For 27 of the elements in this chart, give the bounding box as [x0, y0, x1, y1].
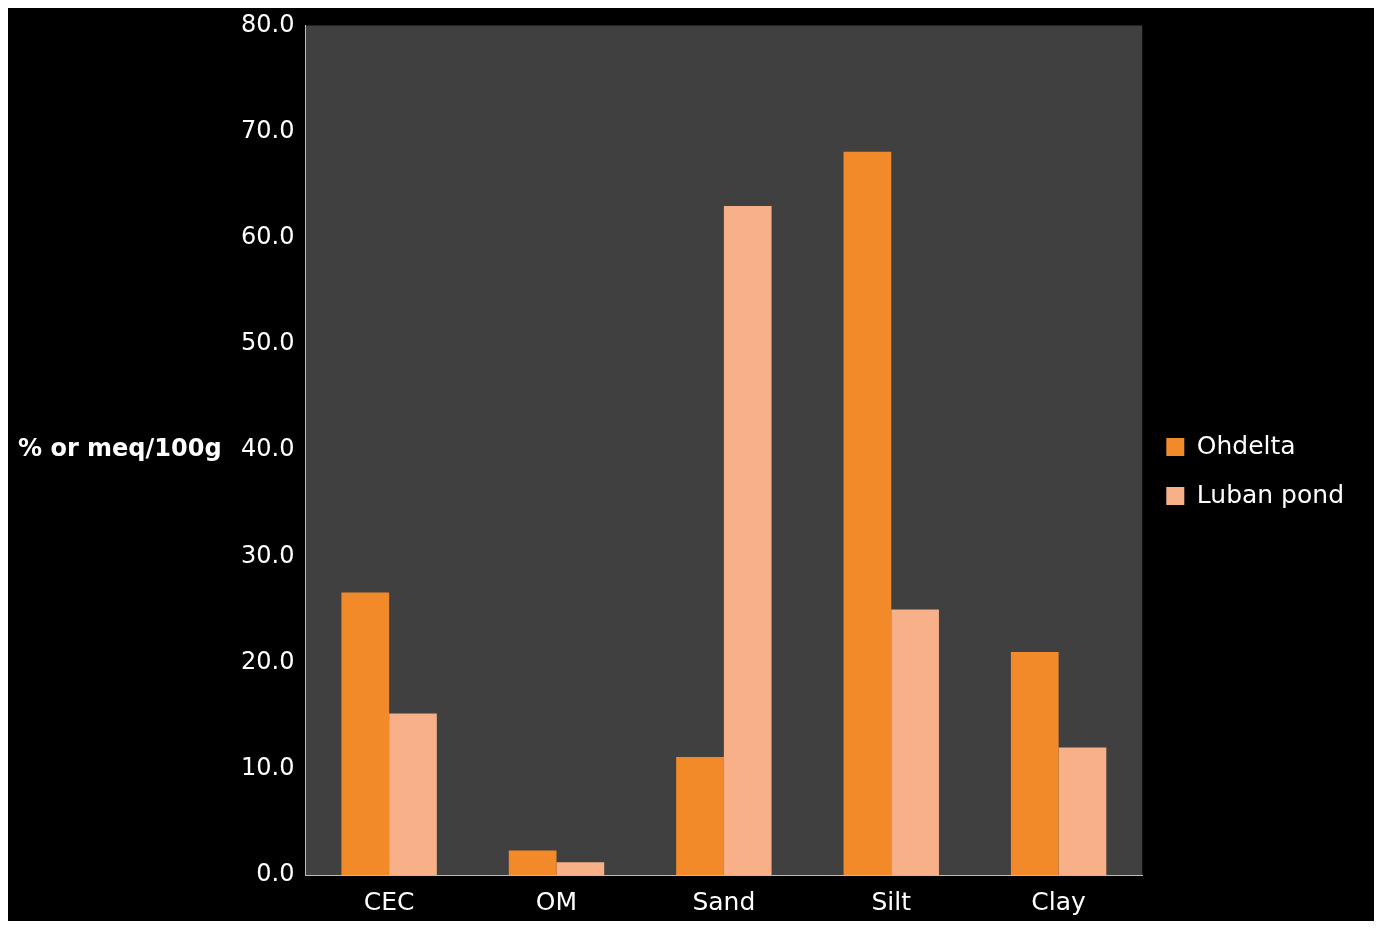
x-tick-label: OM	[535, 886, 578, 916]
legend-label: Luban pond	[1196, 479, 1345, 509]
y-tick-label: 30.0	[241, 540, 295, 569]
x-tick-label: CEC	[363, 886, 415, 916]
bar	[508, 850, 557, 875]
y-tick-label: 70.0	[241, 115, 295, 144]
y-tick-label: 20.0	[241, 646, 295, 675]
y-tick-label: 80.0	[241, 9, 295, 38]
bar	[341, 592, 390, 875]
y-axis-title: % or meq/100g	[18, 434, 222, 463]
bar	[1010, 651, 1059, 875]
bar	[1058, 747, 1107, 875]
y-tick-label: 40.0	[241, 434, 295, 463]
legend-label: Ohdelta	[1196, 430, 1296, 460]
x-tick-label: Silt	[871, 886, 912, 916]
bar	[556, 862, 605, 875]
bar	[843, 151, 892, 875]
y-tick-label: 10.0	[241, 753, 295, 782]
bar	[891, 609, 939, 875]
bar	[723, 205, 772, 875]
bar	[389, 713, 437, 875]
y-tick-label: 50.0	[241, 328, 295, 357]
y-tick-label: 60.0	[241, 222, 295, 251]
y-tick-label: 0.0	[256, 859, 295, 888]
x-tick-label: Sand	[692, 886, 756, 916]
bar	[676, 757, 724, 875]
x-tick-label: Clay	[1031, 886, 1087, 916]
